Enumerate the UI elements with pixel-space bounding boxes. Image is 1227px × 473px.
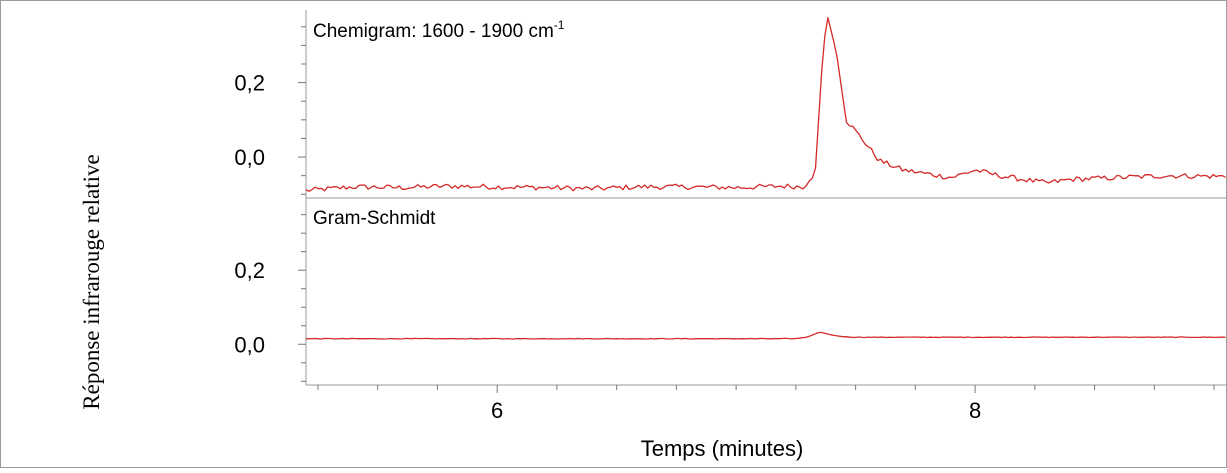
panel-title-gram-schmidt: Gram-Schmidt [313, 208, 436, 229]
panel-title-chemigram: Chemigram: 1600 - 1900 cm-1 [313, 18, 565, 42]
y-tick-label: 0,2 [234, 258, 265, 283]
x-tick-label: 6 [491, 398, 503, 423]
x-tick-label: 8 [969, 398, 981, 423]
y-tick-label: 0,0 [234, 332, 265, 357]
plot-layer: 6 8 0,2 0,0 0,2 0,0 [234, 10, 1226, 423]
gram-schmidt-series-line [305, 331, 1226, 340]
x-axis-label: Temps (minutes) [641, 436, 804, 461]
panel-title-chemigram-main: Chemigram: 1600 - 1900 cm [313, 21, 554, 42]
y-tick-label: 0,2 [234, 71, 265, 96]
chemigram-series-line [305, 16, 1226, 192]
y-axis-label: Réponse infrarouge relative [79, 154, 104, 409]
y-tick-label: 0,0 [234, 145, 265, 170]
panel-title-chemigram-sup: -1 [554, 18, 565, 32]
